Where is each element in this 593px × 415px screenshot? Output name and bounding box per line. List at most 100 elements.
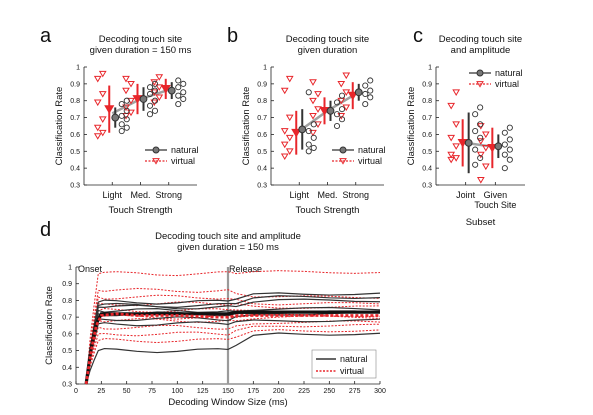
y-tick-label: 0.7: [62, 315, 72, 322]
virtual-point: [155, 84, 164, 91]
virtual-point: [342, 89, 351, 96]
y-axis-label: Classification Rate: [406, 87, 417, 166]
virtual-point: [476, 177, 485, 184]
natural-point: [506, 136, 513, 143]
virtual-curve: [85, 294, 381, 385]
virtual-point: [155, 94, 164, 102]
chart-title: given duration = 150 ms: [90, 45, 192, 56]
virtual-curve: [85, 323, 381, 385]
natural-mean: [139, 95, 148, 103]
natural-point: [123, 107, 130, 114]
y-tick-label: 0.4: [422, 166, 432, 173]
virtual-point: [452, 155, 461, 162]
y-tick-label: 0.6: [62, 331, 72, 338]
legend-virtual-label: virtual: [171, 156, 195, 166]
natural-point: [501, 151, 508, 158]
legend-virtual-marker: [476, 81, 484, 88]
natural-point: [151, 97, 159, 104]
legend-natural-label: natural: [358, 145, 386, 155]
x-axis-label: Touch Strength: [296, 205, 360, 216]
virtual-curve: [85, 320, 381, 385]
virtual-point: [127, 80, 135, 88]
natural-mean: [494, 142, 503, 151]
legend-virtual-label: virtual: [358, 156, 382, 166]
natural-mean: [111, 113, 120, 122]
x-tick-label: 200: [273, 388, 285, 395]
virtual-point: [447, 102, 456, 110]
virtual-point: [337, 112, 346, 120]
x-tick-label: Given: [484, 190, 508, 200]
virtual-point: [285, 134, 294, 142]
natural-point: [118, 112, 125, 119]
x-tick-label: 25: [97, 388, 105, 395]
chart-title: Decoding touch site: [99, 34, 182, 45]
x-tick-label: Light: [289, 190, 309, 200]
y-axis-label: Classification Rate: [54, 87, 65, 166]
x-axis-label: Touch Strength: [109, 205, 173, 216]
natural-point: [501, 165, 508, 172]
natural-point: [477, 134, 484, 141]
natural-point: [472, 111, 479, 118]
natural-point: [151, 87, 159, 94]
virtual-curve: [85, 329, 381, 385]
virtual-mean: [319, 106, 330, 116]
x-tick-label: Touch Site: [474, 200, 516, 210]
virtual-point: [447, 134, 456, 142]
natural-point: [367, 77, 374, 84]
y-tick-label: 0.9: [422, 81, 432, 88]
natural-point: [333, 99, 341, 106]
virtual-point: [314, 106, 322, 113]
natural-point: [362, 90, 369, 98]
panel-label: c: [413, 25, 423, 47]
natural-point: [506, 156, 513, 163]
legend-natural-label: natural: [495, 68, 523, 78]
natural-curve: [85, 332, 381, 385]
virtual-point: [452, 121, 461, 129]
y-tick-label: 0.5: [422, 149, 432, 156]
chart-title: Decoding touch site: [439, 34, 522, 45]
virtual-point: [98, 129, 107, 137]
virtual-point: [285, 148, 294, 155]
x-tick-label: Joint: [456, 190, 476, 200]
virtual-point: [280, 128, 289, 135]
y-tick-label: 0.6: [70, 132, 80, 139]
virtual-mean: [347, 91, 358, 101]
y-tick-label: 1: [263, 65, 267, 72]
y-tick-label: 0.3: [257, 183, 267, 190]
natural-point: [146, 84, 154, 91]
natural-point: [367, 94, 374, 101]
virtual-point: [122, 75, 130, 83]
x-tick-label: Light: [102, 190, 122, 200]
virtual-point: [481, 131, 490, 139]
virtual-point: [337, 80, 346, 88]
x-tick-label: 150: [222, 388, 234, 395]
virtual-point: [309, 97, 317, 105]
x-tick-label: 275: [349, 388, 361, 395]
virtual-mean: [104, 105, 115, 114]
natural-point: [175, 84, 182, 91]
y-tick-label: 0.9: [62, 281, 72, 288]
natural-point: [333, 111, 341, 118]
natural-point: [506, 124, 513, 131]
panel-label: b: [227, 25, 238, 47]
natural-point: [180, 80, 187, 87]
natural-point: [305, 89, 312, 96]
natural-point: [472, 146, 479, 153]
y-tick-label: 0.4: [70, 166, 80, 173]
x-axis-label: Decoding Window Size (ms): [168, 397, 287, 408]
x-tick-label: 250: [323, 388, 335, 395]
legend-virtual-marker: [339, 158, 347, 165]
natural-point: [367, 87, 374, 94]
virtual-curve: [85, 270, 381, 385]
virtual-point: [285, 114, 294, 122]
x-tick-label: Strong: [342, 190, 369, 200]
legend-natural-marker: [476, 69, 484, 77]
y-tick-label: 1: [428, 65, 432, 72]
virtual-point: [93, 99, 102, 107]
natural-point: [118, 121, 125, 128]
natural-mean: [298, 125, 307, 134]
y-tick-label: 0.8: [422, 98, 432, 105]
